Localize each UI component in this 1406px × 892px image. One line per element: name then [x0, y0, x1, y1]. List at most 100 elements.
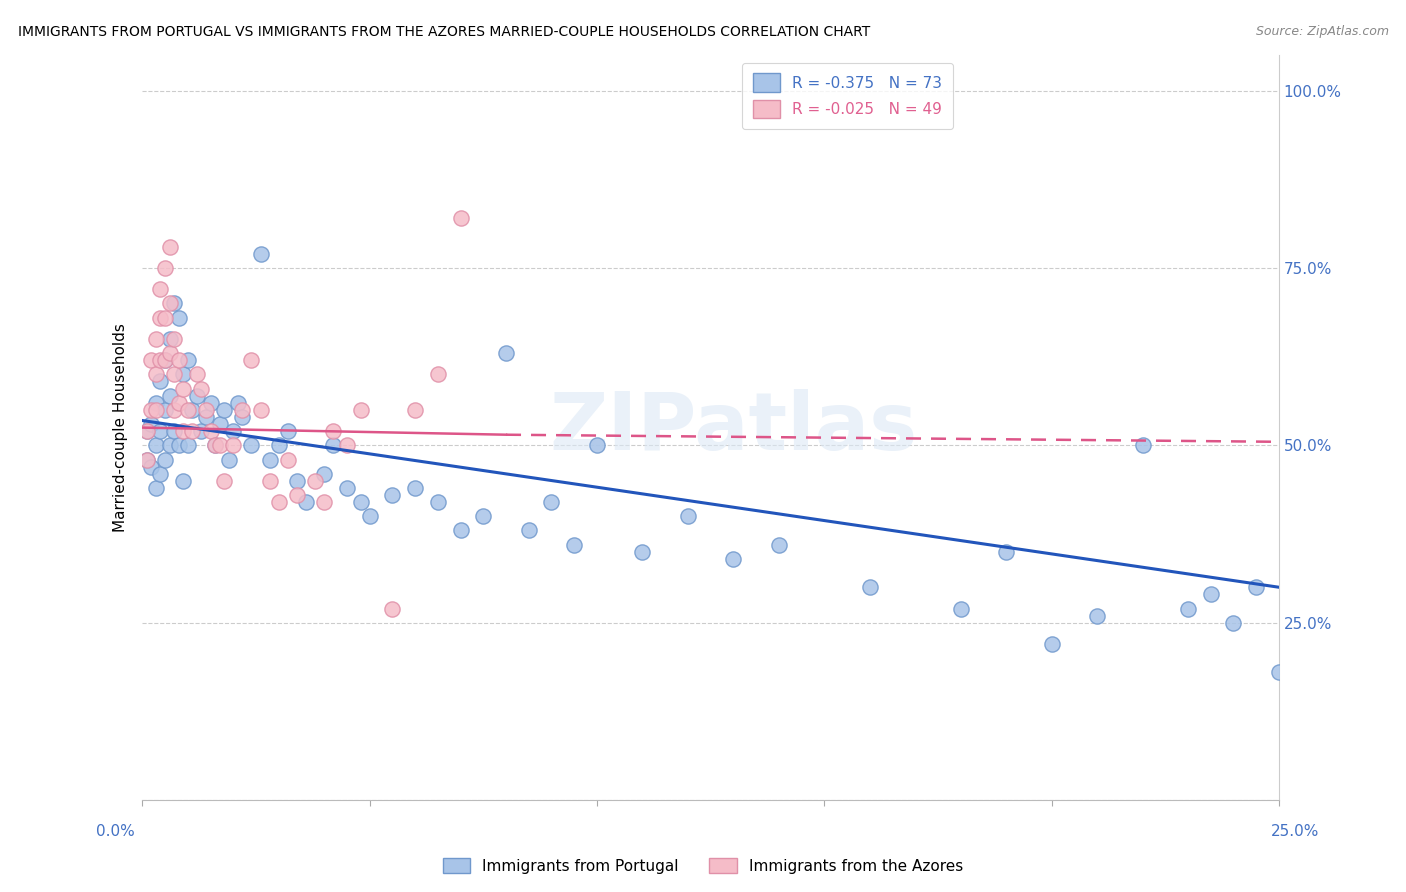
- Point: [208, 438, 231, 452]
- Point: [1040, 637, 1063, 651]
- Point: [404, 403, 426, 417]
- Point: [149, 353, 172, 368]
- Point: [163, 332, 186, 346]
- Point: [141, 459, 163, 474]
- Point: [141, 417, 163, 431]
- Point: [1199, 587, 1222, 601]
- Point: [212, 403, 235, 417]
- Point: [194, 409, 217, 424]
- Point: [517, 524, 540, 538]
- Point: [450, 524, 472, 538]
- Point: [231, 403, 253, 417]
- Point: [159, 296, 181, 310]
- Point: [172, 382, 194, 396]
- Point: [149, 467, 172, 481]
- Point: [426, 495, 449, 509]
- Point: [995, 545, 1018, 559]
- Point: [153, 353, 176, 368]
- Point: [1268, 665, 1291, 680]
- Point: [186, 368, 208, 382]
- Point: [177, 438, 200, 452]
- Point: [404, 481, 426, 495]
- Point: [322, 424, 344, 438]
- Point: [267, 438, 290, 452]
- Point: [153, 403, 176, 417]
- Point: [222, 438, 245, 452]
- Y-axis label: Married-couple Households: Married-couple Households: [114, 323, 128, 532]
- Point: [149, 282, 172, 296]
- Point: [472, 509, 495, 524]
- Point: [200, 424, 222, 438]
- Point: [1085, 608, 1108, 623]
- Point: [540, 495, 562, 509]
- Point: [226, 396, 249, 410]
- Point: [249, 403, 271, 417]
- Point: [145, 438, 167, 452]
- Text: IMMIGRANTS FROM PORTUGAL VS IMMIGRANTS FROM THE AZORES MARRIED-COUPLE HOUSEHOLDS: IMMIGRANTS FROM PORTUGAL VS IMMIGRANTS F…: [18, 25, 870, 39]
- Point: [181, 424, 204, 438]
- Text: 0.0%: 0.0%: [96, 824, 135, 838]
- Point: [153, 353, 176, 368]
- Point: [285, 474, 308, 488]
- Point: [204, 438, 226, 452]
- Point: [153, 452, 176, 467]
- Point: [631, 545, 654, 559]
- Text: ZIPatlas: ZIPatlas: [550, 389, 918, 467]
- Point: [145, 368, 167, 382]
- Point: [145, 403, 167, 417]
- Text: 25.0%: 25.0%: [1271, 824, 1319, 838]
- Point: [208, 417, 231, 431]
- Point: [163, 368, 186, 382]
- Point: [723, 552, 745, 566]
- Point: [186, 389, 208, 403]
- Point: [167, 438, 190, 452]
- Point: [135, 452, 157, 467]
- Point: [231, 409, 253, 424]
- Point: [145, 396, 167, 410]
- Point: [349, 495, 371, 509]
- Point: [222, 424, 245, 438]
- Point: [135, 424, 157, 438]
- Point: [167, 353, 190, 368]
- Point: [259, 452, 281, 467]
- Point: [153, 310, 176, 325]
- Point: [163, 403, 186, 417]
- Point: [586, 438, 609, 452]
- Point: [249, 247, 271, 261]
- Point: [1222, 615, 1244, 630]
- Point: [167, 396, 190, 410]
- Point: [426, 368, 449, 382]
- Point: [949, 601, 972, 615]
- Point: [495, 346, 517, 360]
- Point: [359, 509, 381, 524]
- Point: [277, 452, 299, 467]
- Point: [336, 481, 359, 495]
- Point: [381, 488, 404, 502]
- Point: [381, 601, 404, 615]
- Point: [295, 495, 318, 509]
- Point: [181, 403, 204, 417]
- Point: [159, 389, 181, 403]
- Point: [190, 424, 212, 438]
- Point: [267, 495, 290, 509]
- Point: [167, 310, 190, 325]
- Point: [204, 438, 226, 452]
- Point: [159, 240, 181, 254]
- Point: [159, 438, 181, 452]
- Point: [172, 474, 194, 488]
- Point: [349, 403, 371, 417]
- Point: [163, 296, 186, 310]
- Legend: R = -0.375   N = 73, R = -0.025   N = 49: R = -0.375 N = 73, R = -0.025 N = 49: [742, 62, 953, 129]
- Point: [177, 353, 200, 368]
- Point: [562, 538, 585, 552]
- Text: Source: ZipAtlas.com: Source: ZipAtlas.com: [1256, 25, 1389, 38]
- Point: [177, 403, 200, 417]
- Point: [190, 382, 212, 396]
- Point: [1132, 438, 1154, 452]
- Point: [200, 396, 222, 410]
- Point: [163, 424, 186, 438]
- Point: [1244, 580, 1267, 594]
- Point: [149, 375, 172, 389]
- Point: [304, 474, 326, 488]
- Point: [159, 332, 181, 346]
